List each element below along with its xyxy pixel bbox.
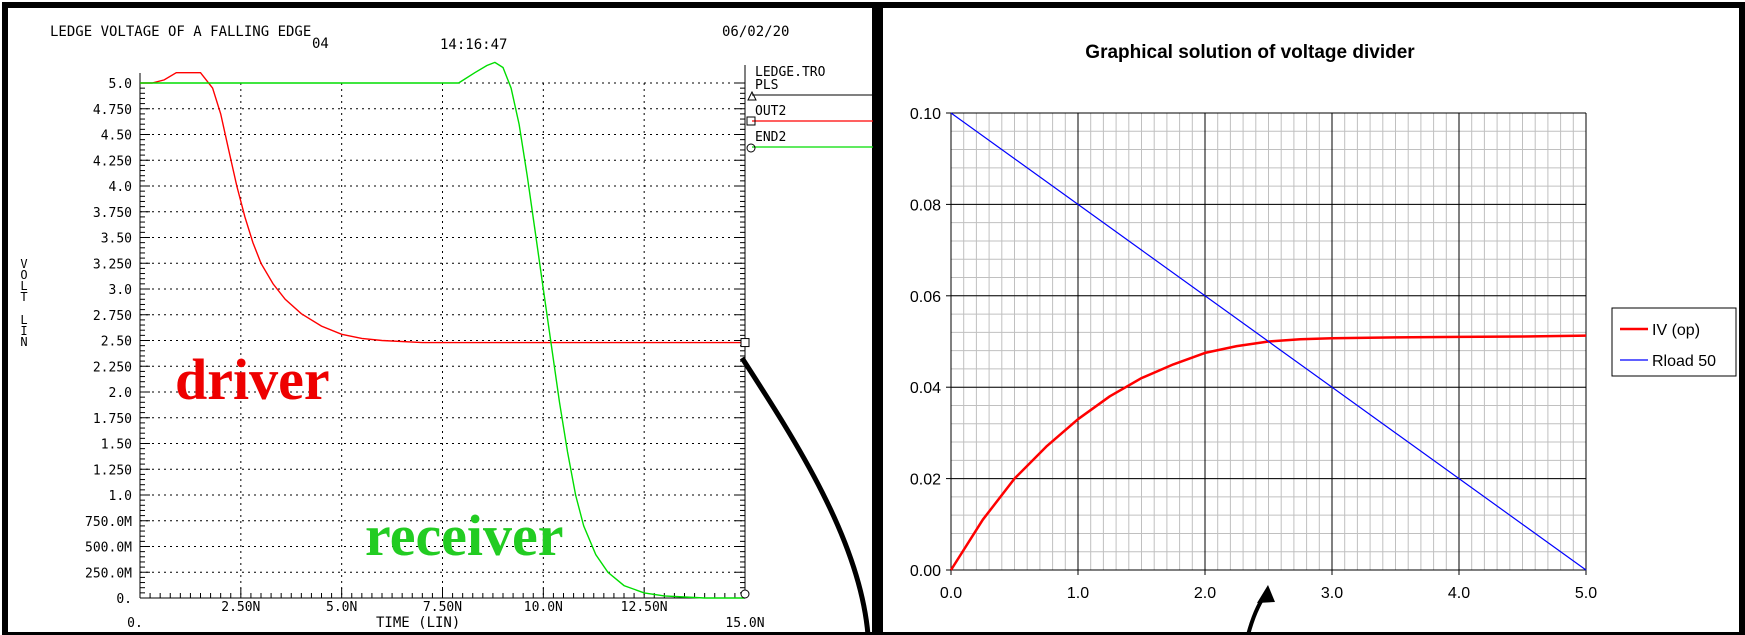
waveform-y-tick-label: 1.0 <box>109 489 132 504</box>
divider-x-axis: 0.0 1.0 2.0 3.0 4.0 5.0 <box>940 570 1597 602</box>
waveform-y-tick-label: 4.750 <box>93 103 132 118</box>
divider-series-rload <box>950 112 1587 571</box>
waveform-x-tick-label: 12.50N <box>621 600 668 615</box>
divider-y-axis: 0.00 0.02 0.04 0.06 0.08 0.10 <box>910 106 951 580</box>
waveform-y-tick-label: 0. <box>116 592 132 607</box>
legend-label-pls: PLS <box>755 78 778 93</box>
waveform-x-tick-label: 7.50N <box>423 600 462 615</box>
legend-marker-out2-icon <box>746 116 756 126</box>
waveform-y-tick-label: 3.50 <box>101 232 132 247</box>
divider-series <box>949 112 1587 571</box>
divider-series-iv-op <box>949 334 1587 571</box>
waveform-x-tick-label: 15.0N <box>725 616 764 631</box>
legend-marker-end2-icon <box>746 143 756 153</box>
waveform-y-tick-label: 1.750 <box>93 412 132 427</box>
waveform-series <box>140 61 750 599</box>
waveform-panel: LEDGE VOLTAGE OF A FALLING EDGE 04 14:16… <box>2 2 878 635</box>
waveform-date: 06/02/20 <box>722 24 789 40</box>
divider-legend-label-rload: Rload 50 <box>1652 353 1716 370</box>
waveform-title: LEDGE VOLTAGE OF A FALLING EDGE <box>50 24 311 40</box>
waveform-y-tick-label: 2.50 <box>101 335 132 350</box>
waveform-y-tick-label: 4.250 <box>93 154 132 169</box>
intersection-arrow-head-icon <box>1257 585 1275 603</box>
waveform-y-tick-label: 750.0M <box>85 515 132 530</box>
divider-y-tick-label: 0.00 <box>910 563 941 580</box>
receiver-annotation: receiver <box>365 503 564 568</box>
divider-y-tick-label: 0.02 <box>910 472 941 489</box>
waveform-ylabel-char: N <box>20 335 27 349</box>
divider-x-tick-label: 1.0 <box>1067 585 1089 602</box>
connector-curve <box>739 356 871 635</box>
waveform-legend: LEDGE.TRO PLS OUT2 END2 <box>746 65 873 153</box>
waveform-ylabel-char: L <box>20 313 27 327</box>
divider-x-tick-label: 3.0 <box>1321 585 1343 602</box>
waveform-x-tick-label: 2.50N <box>221 600 260 615</box>
waveform-end2-end-marker-icon <box>740 589 750 599</box>
divider-y-tick-label: 0.10 <box>910 106 941 123</box>
legend-marker-pls-icon <box>747 90 757 101</box>
waveform-y-tick-label: 1.250 <box>93 463 132 478</box>
divider-panel-frame <box>877 2 1745 635</box>
waveform-y-tick-label: 250.0M <box>85 566 132 581</box>
legend-file: LEDGE.TRO <box>755 65 826 80</box>
waveform-x-axis: 0. 2.50N 5.0N 7.50N 10.0N 12.50N 15.0N <box>127 600 764 631</box>
waveform-y-tick-label: 4.0 <box>109 180 132 195</box>
divider-x-tick-label: 0.0 <box>940 585 962 602</box>
waveform-x-tick-label: 0. <box>127 616 143 631</box>
divider-legend-label-iv: IV (op) <box>1652 322 1700 339</box>
driver-annotation: driver <box>175 347 330 412</box>
waveform-y-tick-label: 3.0 <box>109 283 132 298</box>
waveform-y-tick-label: 2.250 <box>93 360 132 375</box>
divider-legend-box <box>1611 307 1737 377</box>
waveform-x-tick-label: 10.0N <box>524 600 563 615</box>
waveform-y-tick-label: 3.750 <box>93 206 132 221</box>
waveform-y-axis: 5.0 4.750 4.50 4.250 4.0 3.750 3.50 3.250 3.0 2.7… <box>85 77 132 607</box>
waveform-y-tick-label: 2.0 <box>109 386 132 401</box>
waveform-y-tick-label: 4.50 <box>101 129 132 144</box>
waveform-y-tick-label: 1.50 <box>101 438 132 453</box>
waveform-ylabel-char: L <box>20 279 27 293</box>
waveform-ylabel-char: I <box>20 324 27 338</box>
waveform-y-tick-label: 2.750 <box>93 309 132 324</box>
waveform-out2-end-marker-icon <box>740 338 750 348</box>
waveform-y-tick-label: 500.0M <box>85 541 132 556</box>
divider-y-tick-label: 0.04 <box>910 380 941 397</box>
waveform-series-end2 <box>140 61 745 599</box>
divider-y-tick-label: 0.06 <box>910 289 941 306</box>
waveform-timestamp: 14:16:47 <box>440 37 507 53</box>
divider-x-tick-label: 2.0 <box>1194 585 1216 602</box>
legend-label-out2: OUT2 <box>755 104 786 119</box>
waveform-xlabel: TIME (LIN) <box>376 615 460 631</box>
divider-x-tick-label: 5.0 <box>1575 585 1597 602</box>
waveform-panel-frame <box>2 2 878 635</box>
waveform-x-tick-label: 5.0N <box>326 600 357 615</box>
waveform-ylabel-char: V <box>20 257 27 271</box>
legend-label-end2: END2 <box>755 130 786 145</box>
waveform-y-tick-label: 3.250 <box>93 257 132 272</box>
divider-title: Graphical solution of voltage divider <box>1085 42 1415 63</box>
divider-x-tick-label: 4.0 <box>1448 585 1470 602</box>
waveform-ylabel-char: T <box>20 290 27 304</box>
waveform-y-tick-label: 5.0 <box>109 77 132 92</box>
waveform-series-out2 <box>140 72 745 344</box>
divider-legend: IV (op) Rload 50 <box>1611 307 1737 377</box>
waveform-ylabel-char: O <box>20 268 27 282</box>
divider-grid <box>950 112 1587 571</box>
divider-panel: Graphical solution of voltage divider 0.… <box>877 2 1745 635</box>
waveform-header-code: 04 <box>312 36 329 52</box>
divider-y-tick-label: 0.08 <box>910 197 941 214</box>
